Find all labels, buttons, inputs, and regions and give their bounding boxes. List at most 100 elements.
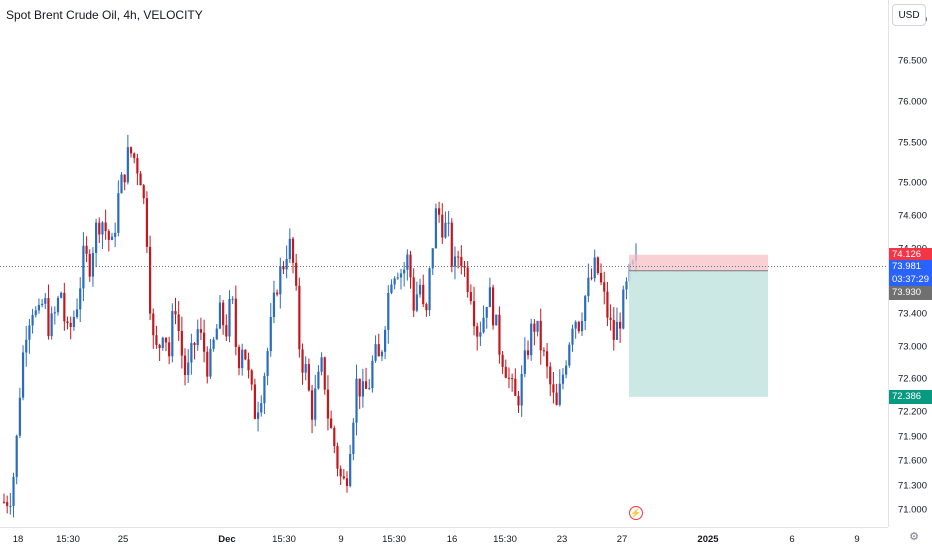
- candle-body: [228, 298, 231, 337]
- candle-body: [193, 343, 196, 346]
- candlestick-chart[interactable]: [0, 0, 888, 527]
- time-tick-label: 18: [12, 534, 24, 545]
- price-tick-label: 71.900: [897, 431, 927, 442]
- candle-body: [444, 222, 447, 238]
- lightning-icon[interactable]: ⚡: [629, 506, 643, 520]
- candle-body: [314, 388, 317, 420]
- candle-body: [431, 248, 434, 269]
- candle-body: [345, 478, 349, 486]
- chart-pane[interactable]: Spot Brent Crude Oil, 4h, VELOCITY ⚡: [0, 0, 888, 527]
- candle-body: [155, 335, 158, 345]
- candle-body: [463, 265, 466, 268]
- candle-body: [333, 427, 336, 447]
- candle-body: [9, 505, 12, 507]
- candle-body: [44, 298, 47, 304]
- candle-body: [37, 304, 41, 311]
- time-tick-label: 25: [117, 534, 129, 545]
- candle-body: [453, 256, 457, 267]
- entry-price-label: 73.930: [892, 286, 922, 298]
- candle-body: [75, 309, 79, 317]
- candle-body: [256, 412, 260, 419]
- candle-body: [434, 208, 438, 249]
- candle-body: [371, 360, 374, 389]
- candle-body: [406, 254, 409, 270]
- candle-body: [168, 342, 171, 357]
- currency-button[interactable]: USD: [892, 4, 926, 26]
- stop-price-tag: 74.126: [889, 247, 932, 262]
- candle-body: [139, 173, 142, 186]
- candle-body: [545, 351, 549, 367]
- candle-body: [107, 231, 110, 240]
- candle-body: [450, 222, 453, 267]
- gear-icon[interactable]: ⚙: [909, 531, 919, 543]
- time-tick-label: 15:30: [382, 534, 406, 545]
- time-axis[interactable]: 18 15:30 25 Dec 15:30 9 15:30 16 15:30 23 27 2025 6 9: [0, 527, 888, 551]
- candle-body: [2, 501, 6, 503]
- candle-body: [558, 383, 561, 405]
- candle-body: [101, 222, 104, 235]
- candle-body: [241, 349, 244, 369]
- candle-body: [63, 292, 66, 322]
- candle-body: [498, 314, 501, 355]
- candle-body: [253, 384, 256, 419]
- candle-body: [495, 314, 498, 326]
- candle-body: [215, 328, 218, 340]
- price-tick-label: 71.000: [897, 504, 927, 516]
- candle-body: [66, 321, 69, 323]
- candle-body: [263, 375, 266, 404]
- candle-body: [320, 357, 323, 372]
- candle-body: [491, 287, 495, 326]
- candle-body: [310, 390, 314, 420]
- candle-body: [393, 278, 396, 285]
- candle-body: [520, 373, 523, 406]
- candle-body: [593, 257, 596, 279]
- candle-body: [180, 330, 183, 356]
- candle-body: [91, 252, 95, 277]
- candle-body: [126, 147, 129, 183]
- candle-body: [517, 395, 520, 406]
- candle-body: [511, 378, 514, 380]
- candle-body: [225, 325, 228, 337]
- candle-body: [523, 350, 526, 374]
- candle-body: [590, 277, 593, 279]
- target-price-tag: 72.386: [889, 389, 932, 404]
- candle-body: [361, 381, 364, 397]
- candle-body: [53, 312, 56, 314]
- candle-body: [85, 245, 88, 254]
- price-tick-label: 73.000: [897, 341, 927, 353]
- candle-body: [472, 301, 476, 327]
- candle-body: [606, 291, 609, 318]
- candle-body: [501, 354, 504, 367]
- candle-body: [98, 222, 101, 235]
- candle-body: [482, 317, 485, 333]
- candle-body: [561, 374, 565, 384]
- price-tick-label: 74.600: [897, 210, 927, 222]
- chart-title: Spot Brent Crude Oil, 4h, VELOCITY: [6, 8, 203, 22]
- candle-body: [18, 397, 21, 436]
- candle-body: [403, 269, 406, 274]
- candle-body: [117, 193, 120, 233]
- candle-body: [202, 332, 206, 352]
- candle-body: [526, 350, 530, 356]
- candle-body: [50, 313, 53, 337]
- stop-loss-zone: [629, 254, 768, 271]
- candle-body: [415, 294, 418, 311]
- price-tick-label: 72.600: [897, 373, 927, 385]
- candle-body: [69, 322, 72, 327]
- candle-body: [387, 292, 390, 330]
- candle-body: [158, 344, 161, 349]
- candle-body: [336, 446, 339, 469]
- candle-body: [34, 310, 37, 316]
- candle-body: [15, 435, 18, 477]
- candle-body: [136, 158, 139, 174]
- candle-body: [368, 388, 371, 390]
- candle-body: [514, 378, 517, 396]
- candle-body: [479, 332, 482, 337]
- candle-body: [609, 317, 612, 320]
- time-tick-label: 23: [556, 534, 568, 545]
- candle-body: [530, 323, 533, 356]
- candle-body: [114, 232, 117, 237]
- candle-body: [285, 258, 288, 270]
- candle-body: [425, 304, 428, 311]
- target-price-label: 72.386: [892, 390, 922, 402]
